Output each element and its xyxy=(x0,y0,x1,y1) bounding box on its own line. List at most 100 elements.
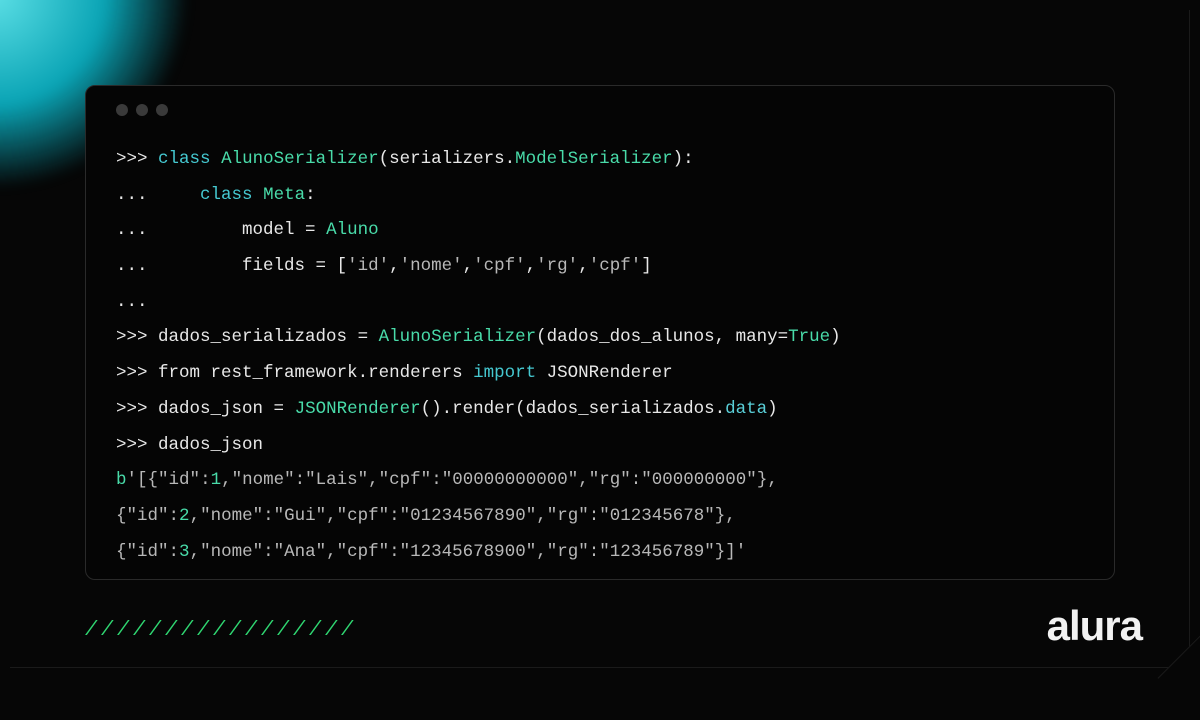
colon: : xyxy=(295,470,306,490)
class-meta: Meta xyxy=(263,185,305,205)
json-key: "cpf" xyxy=(379,470,432,490)
colon: : xyxy=(169,506,180,526)
colon: : xyxy=(389,506,400,526)
code-text: model = xyxy=(242,220,326,240)
json-open: { xyxy=(116,506,127,526)
json-str: "Gui" xyxy=(274,506,327,526)
class-name: JSONRenderer xyxy=(295,399,421,419)
json-close: }, xyxy=(715,506,736,526)
traffic-dot xyxy=(156,104,168,116)
json-key: "id" xyxy=(127,542,169,562)
string: 'cpf' xyxy=(589,256,642,276)
json-key: "id" xyxy=(127,506,169,526)
paren-close: ) xyxy=(830,327,841,347)
colon: : xyxy=(389,542,400,562)
code-text: dados_json = xyxy=(158,399,295,419)
string: 'cpf' xyxy=(473,256,526,276)
json-key: "nome" xyxy=(232,470,295,490)
json-str: "Lais" xyxy=(305,470,368,490)
class-name: ModelSerializer xyxy=(515,149,673,169)
prompt: >>> xyxy=(116,435,148,455)
json-str: "12345678900" xyxy=(400,542,537,562)
prompt: >>> xyxy=(116,149,148,169)
json-open: [{ xyxy=(137,470,158,490)
byte-prefix: b xyxy=(116,470,127,490)
window-traffic-lights xyxy=(116,104,1084,116)
json-str: "012345678" xyxy=(599,506,715,526)
colon: : xyxy=(431,470,442,490)
colon: : xyxy=(263,542,274,562)
colon: : xyxy=(631,470,642,490)
string: 'id' xyxy=(347,256,389,276)
prompt-cont: ... xyxy=(116,220,148,240)
json-key: "rg" xyxy=(547,542,589,562)
json-num: 1 xyxy=(211,470,222,490)
json-str: "000000000" xyxy=(641,470,757,490)
paren-close: ) xyxy=(767,399,778,419)
json-str: "00000000000" xyxy=(442,470,579,490)
variable: dados_json xyxy=(158,435,263,455)
colon: : xyxy=(263,506,274,526)
prompt: >>> xyxy=(116,399,148,419)
comma: , xyxy=(368,470,379,490)
prompt-cont: ... xyxy=(116,185,148,205)
json-num: 3 xyxy=(179,542,190,562)
json-str: "01234567890" xyxy=(400,506,537,526)
comma: , xyxy=(578,470,589,490)
traffic-dot xyxy=(136,104,148,116)
colon: : xyxy=(169,542,180,562)
code-text: ().render(dados_serializados. xyxy=(421,399,726,419)
quote: ' xyxy=(127,470,138,490)
module-path: rest_framework.renderers xyxy=(200,363,473,383)
comma: , xyxy=(536,506,547,526)
string: 'rg' xyxy=(536,256,578,276)
json-key: "cpf" xyxy=(337,506,390,526)
colon: : xyxy=(305,185,316,205)
code-text: ): xyxy=(673,149,694,169)
class-name: AlunoSerializer xyxy=(221,149,379,169)
code-text: dados_serializados = xyxy=(158,327,379,347)
json-close: }] xyxy=(715,542,736,562)
indent xyxy=(148,256,232,276)
import-name: JSONRenderer xyxy=(536,363,673,383)
code-block: >>> class AlunoSerializer(serializers.Mo… xyxy=(116,142,1084,570)
json-str: "123456789" xyxy=(599,542,715,562)
comma: , xyxy=(326,542,337,562)
json-key: "rg" xyxy=(547,506,589,526)
indent xyxy=(148,185,190,205)
string: 'nome' xyxy=(400,256,463,276)
comma: , xyxy=(221,470,232,490)
prompt: >>> xyxy=(116,363,148,383)
json-close: }, xyxy=(757,470,778,490)
indent xyxy=(148,220,232,240)
prompt-cont: ... xyxy=(116,256,148,276)
json-key: "nome" xyxy=(200,542,263,562)
kw-import: import xyxy=(473,363,536,383)
json-key: "cpf" xyxy=(337,542,390,562)
json-key: "rg" xyxy=(589,470,631,490)
json-str: "Ana" xyxy=(274,542,327,562)
class-name: AlunoSerializer xyxy=(379,327,537,347)
quote: ' xyxy=(736,542,747,562)
bracket-close: ] xyxy=(641,256,652,276)
colon: : xyxy=(589,506,600,526)
kw-class: class xyxy=(158,149,211,169)
json-key: "nome" xyxy=(200,506,263,526)
class-name: Aluno xyxy=(326,220,379,240)
json-num: 2 xyxy=(179,506,190,526)
attr-data: data xyxy=(725,399,767,419)
json-key: "id" xyxy=(158,470,200,490)
colon: : xyxy=(589,542,600,562)
kw-class: class xyxy=(200,185,253,205)
code-text: fields = [ xyxy=(242,256,347,276)
code-window: >>> class AlunoSerializer(serializers.Mo… xyxy=(85,85,1115,580)
prompt: >>> xyxy=(116,327,148,347)
json-open: { xyxy=(116,542,127,562)
code-text: (serializers. xyxy=(379,149,516,169)
prompt-cont: ... xyxy=(116,292,148,312)
comma: , xyxy=(536,542,547,562)
kw-from: from xyxy=(158,363,200,383)
comma: , xyxy=(326,506,337,526)
slash-decor: ///////////////// xyxy=(85,619,357,642)
bool-true: True xyxy=(788,327,830,347)
